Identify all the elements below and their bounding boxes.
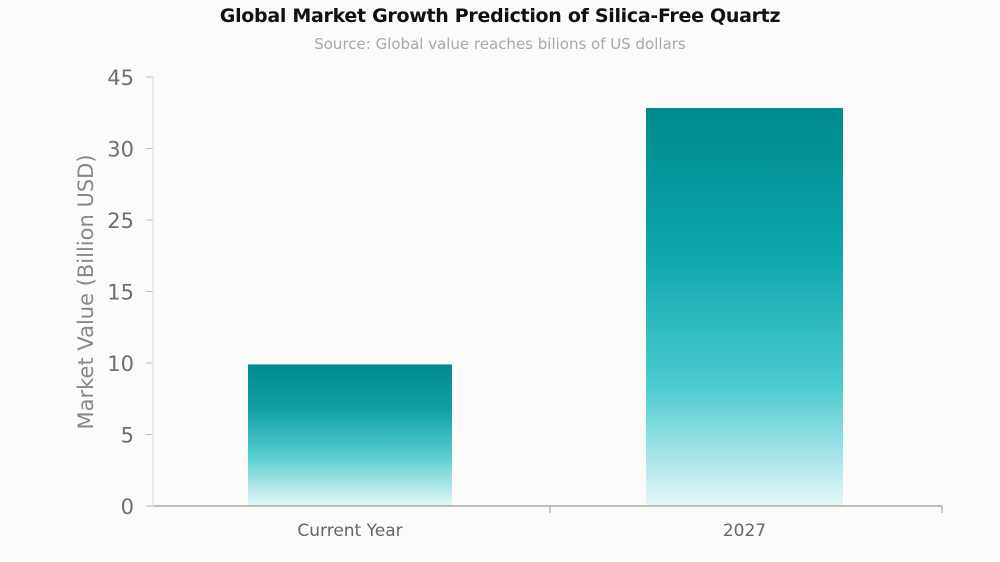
chart-subtitle: Source: Global value reaches bilions of … [314,35,686,53]
x-tick-label: Current Year [297,521,402,541]
y-axis-label: Market Value (Billion USD) [74,154,98,429]
x-tick-label: 2027 [723,521,766,541]
y-tick-label: 10 [107,352,134,376]
y-tick-label: 5 [121,424,134,448]
bar-2027 [646,107,843,506]
y-tick-label: 30 [107,138,134,162]
chart-title: Global Market Growth Prediction of Silic… [219,5,781,27]
y-tick-label: 25 [107,209,134,233]
y-tick-label: 0 [121,495,134,519]
y-tick-label: 15 [107,281,134,305]
y-tick-label: 45 [107,66,134,90]
bar-current-year [248,364,452,506]
